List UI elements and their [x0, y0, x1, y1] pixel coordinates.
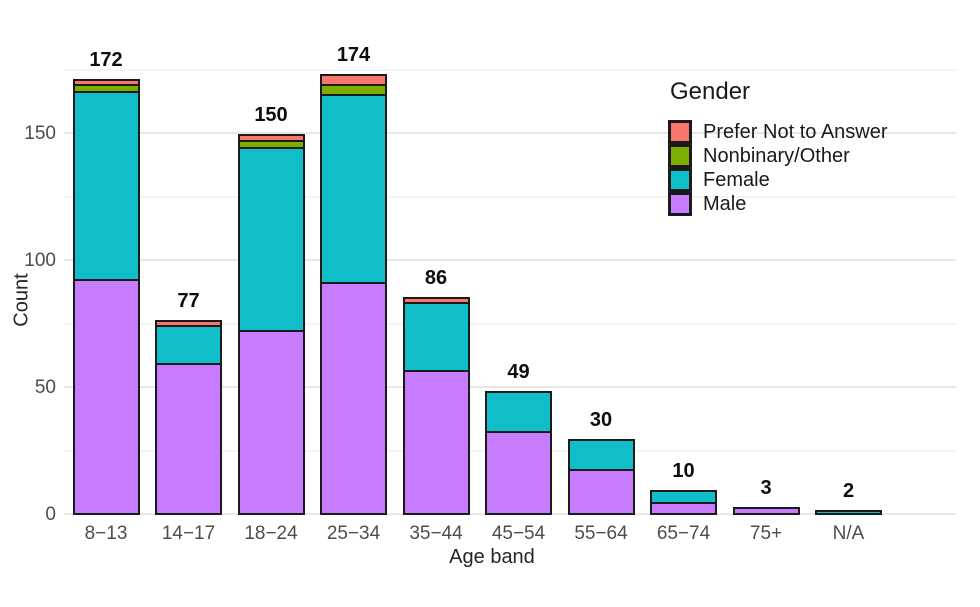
- y-tick-label: 0: [45, 504, 56, 525]
- bar-segment-prefer-not-to-answer: [320, 73, 387, 86]
- x-axis-title: Age band: [449, 546, 535, 568]
- major-gridline: [64, 132, 956, 135]
- y-tick-label: 100: [24, 250, 56, 272]
- x-tick-label: 65−74: [656, 523, 711, 544]
- minor-gridline: [64, 69, 956, 72]
- x-tick-label: 18−24: [244, 523, 298, 544]
- bar-segment-prefer-not-to-answer: [237, 134, 305, 142]
- x-tick-label: 55−64: [574, 523, 628, 544]
- bar-segment-male: [732, 507, 800, 515]
- bar-total-label: 77: [177, 289, 200, 312]
- legend-swatch: [668, 168, 692, 192]
- legend-swatch: [668, 120, 692, 144]
- legend-item-label: Nonbinary/Other: [703, 144, 850, 167]
- bar-65-74: 10: [650, 50, 717, 515]
- minor-gridline: [64, 322, 956, 325]
- legend-item-female: Female: [668, 168, 888, 192]
- y-axis-title: Count: [10, 273, 33, 327]
- bar-8-13: 172: [72, 49, 140, 515]
- bar-segment-female: [320, 93, 387, 284]
- bar-segment-prefer-not-to-answer: [72, 78, 140, 86]
- legend-entries: Prefer Not to Answer Nonbinary/Other Femal…: [668, 120, 888, 216]
- legend-item-label: Prefer Not to Answer: [703, 120, 888, 143]
- major-gridline: [64, 259, 956, 262]
- bar-total-label: 174: [336, 43, 371, 66]
- bar-total-label: 172: [89, 48, 123, 71]
- bar-segment-male: [485, 431, 552, 515]
- x-tick-label: 45−54: [491, 523, 546, 544]
- y-tick-label: 150: [24, 123, 56, 145]
- bar-25-34: 174: [320, 44, 387, 515]
- x-tick-label: 75+: [749, 523, 783, 544]
- legend-item-label: Male: [703, 192, 747, 215]
- x-tick-label: 14−17: [161, 523, 216, 544]
- plot-area: 172 77 150 174 86 49 30 10 3 2: [64, 44, 956, 515]
- bar-total-label: 2: [842, 479, 855, 502]
- x-tick-label: N/A: [832, 523, 865, 544]
- legend-swatch: [668, 144, 692, 168]
- bar-total-label: 49: [507, 360, 530, 383]
- bar-18-24: 150: [237, 50, 305, 515]
- bar-segment-female: [402, 301, 470, 373]
- bar-segment-prefer-not-to-answer: [402, 296, 470, 304]
- bar-total-label: 150: [254, 104, 288, 127]
- bar-segment-female: [72, 91, 140, 282]
- legend-item-label: Female: [703, 168, 770, 191]
- bar-total-label: 86: [424, 266, 448, 289]
- bar-14-17: 77: [155, 50, 222, 515]
- bar-segment-male: [72, 279, 140, 515]
- bar-total-label: 3: [760, 477, 772, 500]
- bar-75-: 3: [732, 50, 800, 515]
- bar-segment-male: [402, 370, 470, 515]
- minor-gridline: [64, 195, 956, 198]
- legend-item-male: Male: [668, 192, 888, 216]
- bar-segment-male: [155, 362, 222, 515]
- x-tick-label: 25−34: [326, 523, 381, 544]
- bar-segment-male: [320, 281, 387, 515]
- x-tick-label: 8−13: [84, 523, 128, 544]
- legend-item-prefer-not-to-answer: Prefer Not to Answer: [668, 120, 888, 144]
- bar-total-label: 30: [589, 408, 613, 431]
- bar-segment-male: [237, 329, 305, 515]
- bar-total-label: 10: [672, 459, 695, 482]
- bar-segment-female: [155, 324, 222, 365]
- bar-segment-female: [650, 489, 717, 505]
- bar-45-54: 49: [485, 50, 552, 515]
- legend-item-nonbinary-other: Nonbinary/Other: [668, 144, 888, 168]
- bar-35-44: 86: [402, 50, 470, 515]
- legend-title: Gender: [670, 78, 751, 105]
- bar-N-A: 2: [815, 50, 882, 515]
- y-tick-label: 50: [34, 377, 56, 399]
- bar-segment-female: [237, 147, 305, 332]
- major-gridline: [64, 386, 956, 389]
- bar-segment-female: [485, 390, 552, 434]
- legend-swatch: [668, 192, 692, 216]
- bar-55-64: 30: [567, 50, 635, 515]
- bar-segment-female: [815, 509, 882, 515]
- x-tick-label: 35−44: [409, 523, 463, 544]
- legend: Gender Prefer Not to Answer Nonbinary/Oth…: [668, 78, 888, 216]
- bar-segment-prefer-not-to-answer: [155, 319, 222, 327]
- bar-segment-male: [567, 469, 635, 515]
- bar-segment-female: [567, 438, 635, 472]
